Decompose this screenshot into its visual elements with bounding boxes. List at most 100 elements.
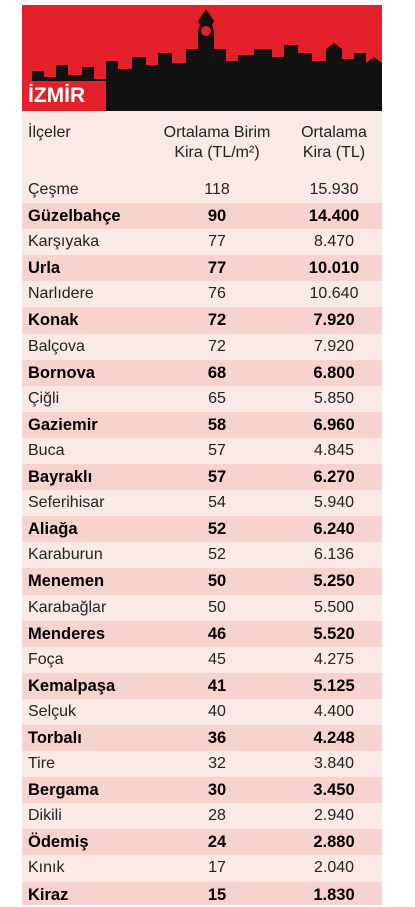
table-cell: 46 [207, 624, 227, 643]
table-cell: 5.125 [313, 676, 355, 695]
table-row: Çiğli 65 5.850 [22, 386, 382, 412]
table-cell: Menderes [28, 624, 106, 643]
table-row: Karabağlar 50 5.500 [22, 595, 382, 621]
table-cell: Kınık [28, 859, 65, 877]
table-row: Gaziemir 58 6.960 [22, 411, 382, 438]
column-header: İlçeler [28, 124, 71, 141]
table-cell: Balçova [28, 337, 85, 355]
table-cell: 5.520 [313, 624, 355, 643]
table-row: Karşıyaka 77 8.470 [22, 229, 382, 255]
table-cell: 5.850 [313, 389, 355, 407]
table-cell: Menemen [28, 572, 105, 591]
header-line: Ortalama Birim [163, 124, 271, 141]
table-cell: 28 [208, 807, 226, 825]
table-cell: Ödemiş [28, 833, 89, 852]
table-cell: 15.930 [309, 181, 359, 198]
table-cell: Konak [28, 311, 79, 330]
table-cell: 77 [207, 259, 227, 278]
column-header: Ortalama Kira (TL) [284, 123, 382, 163]
table-row: Selçuk 40 4.400 [22, 699, 382, 725]
table-cell: Selçuk [28, 702, 77, 720]
table-row: Bayraklı 57 6.270 [22, 464, 382, 491]
header-line: Kira (TL/m²) [174, 144, 260, 161]
table-cell: Kemalpaşa [28, 676, 116, 695]
table-cell: 6.270 [313, 468, 355, 487]
table-cell: Kiraz [28, 885, 69, 904]
table-cell: 4.845 [313, 441, 355, 459]
table-row: Seferihisar 54 5.940 [22, 490, 382, 516]
table-cell: 57 [208, 441, 226, 459]
table-cell: 24 [207, 833, 227, 852]
table-row: Narlıdere 76 10.640 [22, 281, 382, 307]
table-cell: 10.010 [308, 259, 360, 278]
infographic: İZMİR İlçeler Ortalama Birim Kira (TL/m²)… [22, 5, 382, 905]
table-body: Çeşme 118 15.930 Güzelbahçe 90 14.400 Karşıyak… [22, 177, 382, 905]
table-cell: Buca [28, 441, 65, 459]
table-cell: Bornova [28, 363, 95, 382]
table-row: Bergama 30 3.450 [22, 777, 382, 804]
table-cell: 50 [208, 598, 226, 616]
table-cell: 76 [208, 285, 226, 303]
table-cell: Seferihisar [28, 494, 105, 512]
table-cell: Dikili [28, 807, 62, 825]
table-row: Konak 72 7.920 [22, 307, 382, 334]
table-cell: 7.920 [313, 337, 355, 355]
table-cell: 5.500 [313, 598, 355, 616]
table-cell: Torbalı [28, 728, 82, 747]
table-cell: 6.960 [313, 415, 355, 434]
table-cell: 3.450 [313, 781, 355, 800]
table-cell: Bayraklı [28, 468, 93, 487]
table-cell: Karşıyaka [28, 233, 100, 251]
table-row: Kınık 17 2.040 [22, 855, 382, 881]
table-cell: Çiğli [28, 389, 60, 407]
table-cell: 77 [208, 233, 226, 251]
table-cell: 72 [207, 311, 227, 330]
table-cell: 52 [207, 520, 227, 539]
table-row: Kiraz 15 1.830 [22, 881, 382, 905]
table-cell: 36 [207, 728, 227, 747]
header-line: Ortalama [301, 124, 367, 141]
table-cell: 7.920 [313, 311, 355, 330]
table-cell: Tire [28, 755, 55, 773]
table-cell: 57 [207, 468, 227, 487]
table-cell: Foça [28, 650, 64, 668]
table-row: Karaburun 52 6.136 [22, 542, 382, 568]
table-cell: 5.250 [313, 572, 355, 591]
table-row: Urla 77 10.010 [22, 255, 382, 282]
table-cell: 4.400 [313, 702, 355, 720]
table-cell: 30 [207, 781, 227, 800]
table-cell: 41 [207, 676, 227, 695]
table-cell: 4.248 [313, 728, 355, 747]
table-cell: 6.136 [313, 546, 355, 564]
table-cell: 32 [208, 755, 226, 773]
table-row: Balçova 72 7.920 [22, 334, 382, 360]
header-line: Kira (TL) [302, 144, 366, 161]
table-cell: 90 [207, 207, 227, 226]
table-row: Torbalı 36 4.248 [22, 724, 382, 752]
table-row: Çeşme 118 15.930 [22, 177, 382, 203]
table-cell: Gaziemir [28, 415, 98, 434]
table-row: Tire 32 3.840 [22, 751, 382, 777]
table-cell: Güzelbahçe [28, 207, 121, 226]
table-cell: 72 [208, 337, 226, 355]
table-cell: Aliağa [28, 520, 78, 539]
table-row: Menderes 46 5.520 [22, 620, 382, 647]
table-cell: 2.880 [313, 833, 355, 852]
table-cell: 68 [207, 363, 227, 382]
table-cell: 14.400 [308, 207, 360, 226]
table-cell: 54 [208, 494, 226, 512]
table-cell: 50 [207, 572, 227, 591]
table-row: Buca 57 4.845 [22, 438, 382, 464]
table-cell: 1.830 [313, 885, 355, 904]
table-cell: Narlıdere [28, 285, 94, 303]
table-cell: Karaburun [28, 546, 103, 564]
table-row: Kemalpaşa 41 5.125 [22, 672, 382, 699]
table-cell: Urla [28, 259, 61, 278]
table-cell: 52 [208, 546, 226, 564]
table-row: Dikili 28 2.940 [22, 803, 382, 829]
table-cell: 65 [208, 389, 226, 407]
table-cell: 40 [208, 702, 226, 720]
table-row: Güzelbahçe 90 14.400 [22, 203, 382, 230]
table-cell: Çeşme [28, 181, 79, 198]
